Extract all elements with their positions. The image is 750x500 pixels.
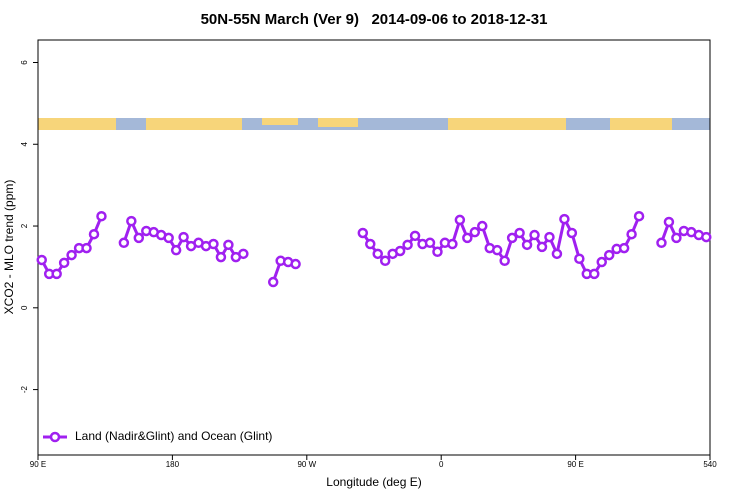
data-point — [462, 232, 473, 244]
series-line — [40, 214, 707, 283]
data-point — [671, 232, 682, 244]
data-point — [559, 213, 570, 225]
data-point — [394, 245, 406, 257]
data-point — [96, 210, 107, 222]
data-point — [566, 227, 578, 239]
data-point — [178, 231, 189, 243]
x-tick-label: 90 E — [567, 460, 583, 469]
data-point — [372, 248, 383, 260]
legend-marker — [49, 431, 61, 443]
data-point — [223, 239, 234, 251]
data-point — [626, 228, 637, 240]
data-point — [514, 227, 525, 239]
data-point — [574, 253, 585, 264]
data-point — [589, 268, 600, 280]
data-point — [170, 244, 182, 256]
data-point — [215, 251, 227, 263]
data-point — [424, 237, 436, 249]
data-point — [633, 210, 645, 222]
plot-frame — [37, 39, 711, 456]
data-point — [432, 246, 443, 258]
x-tick-label: 90 E — [30, 460, 46, 469]
data-point — [36, 254, 47, 266]
y-tick-label: -2 — [20, 385, 29, 393]
data-point — [469, 226, 481, 238]
data-point — [454, 214, 466, 226]
chart-title: 50N-55N March (Ver 9) 2014-09-06 to 2018… — [201, 11, 548, 28]
data-point — [267, 276, 279, 288]
data-point — [58, 257, 70, 269]
y-tick-label: 4 — [20, 141, 29, 146]
data-point — [88, 228, 100, 240]
data-point — [357, 227, 369, 239]
data-point — [447, 238, 458, 250]
data-point — [379, 255, 391, 267]
data-point — [208, 238, 219, 250]
data-point — [238, 248, 249, 260]
data-point — [618, 242, 630, 254]
data-point — [603, 249, 615, 261]
data-point — [544, 231, 555, 243]
data-point — [402, 239, 413, 251]
data-point — [409, 230, 421, 242]
x-axis-label: Longitude (deg E) — [326, 475, 421, 489]
x-tick-label: 90 W — [297, 460, 316, 469]
data-point — [529, 229, 540, 241]
y-tick-label: 2 — [20, 223, 29, 228]
y-axis-label: XCO2 - MLO trend (ppm) — [2, 180, 16, 315]
legend-label: Land (Nadir&Glint) and Ocean (Glint) — [75, 429, 272, 443]
data-point — [656, 237, 667, 249]
data-point — [536, 241, 548, 253]
land-ocean-strip — [38, 118, 710, 130]
y-tick-label: 6 — [20, 60, 29, 65]
data-point — [81, 242, 92, 254]
data-point — [521, 239, 533, 251]
data-point — [499, 255, 510, 267]
x-tick-label: 0 — [439, 460, 444, 469]
data-point — [477, 220, 488, 232]
data-point — [663, 216, 675, 228]
data-point — [290, 258, 301, 270]
x-tick-label: 180 — [166, 460, 180, 469]
data-point — [163, 232, 174, 244]
data-point — [491, 244, 503, 256]
data-point — [133, 232, 145, 244]
data-point — [365, 238, 376, 250]
data-point — [118, 237, 130, 249]
y-tick-label: 0 — [20, 305, 29, 310]
data-point — [701, 231, 712, 243]
x-tick-label: 540 — [703, 460, 717, 469]
data-point — [51, 268, 62, 280]
data-point — [126, 215, 137, 227]
data-point — [596, 256, 607, 268]
data-point — [66, 249, 77, 261]
data-point — [506, 232, 518, 244]
data-point — [551, 248, 563, 260]
